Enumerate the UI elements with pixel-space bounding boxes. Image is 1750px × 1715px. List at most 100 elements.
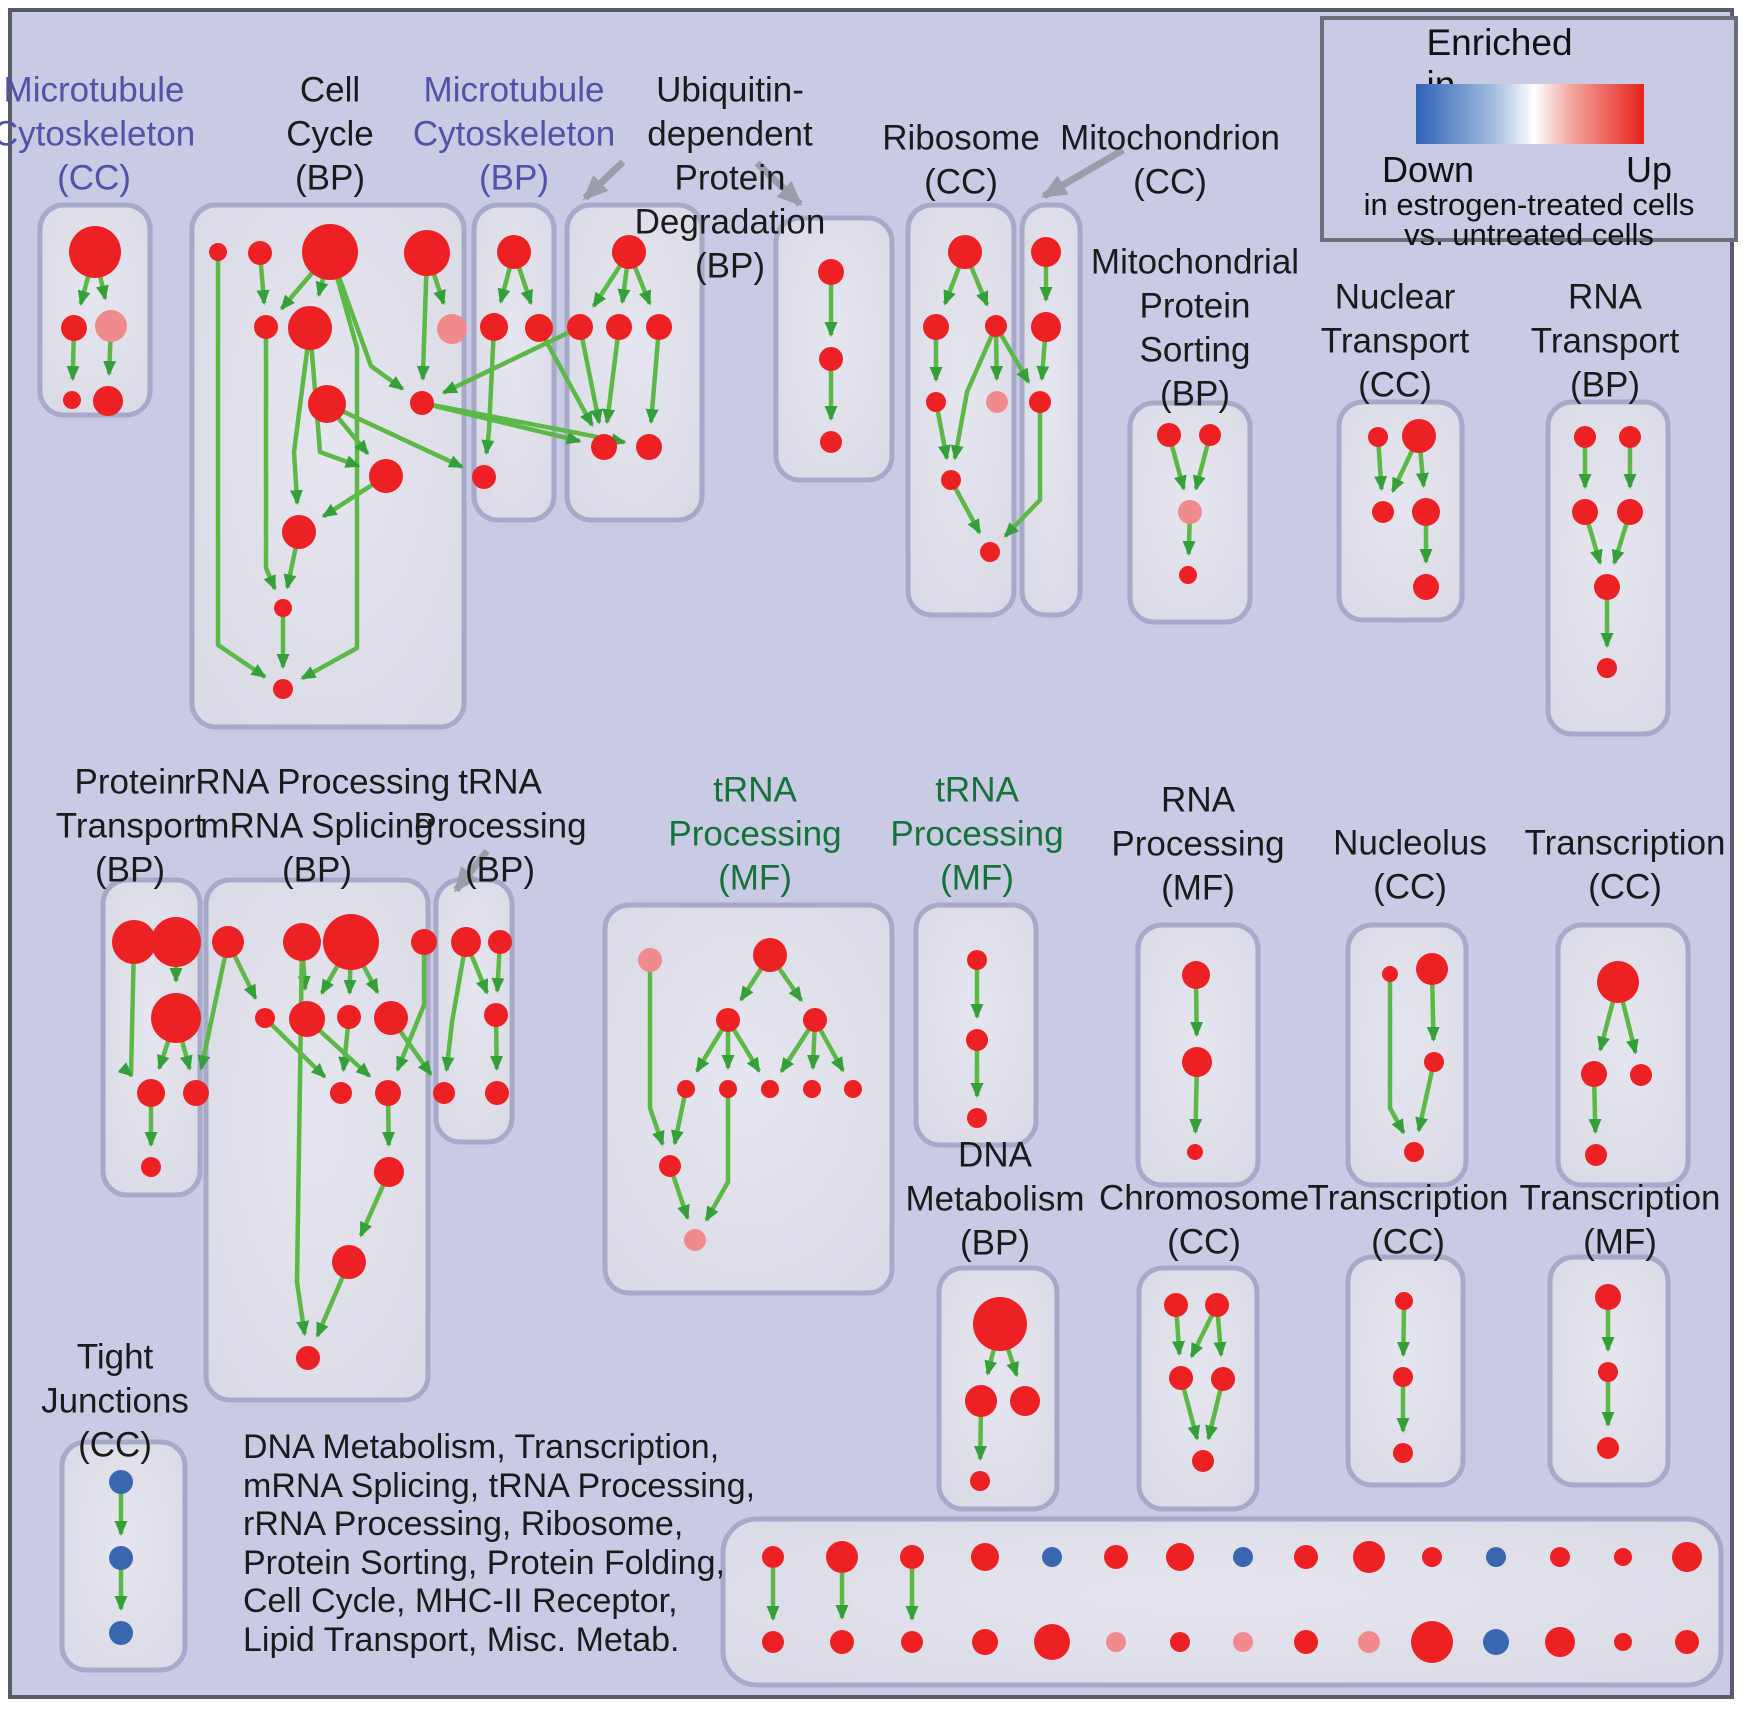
go-term-node-w3 [803, 1008, 827, 1032]
go-term-node-w9 [659, 1155, 681, 1177]
go-term-node-q12 [332, 1245, 366, 1279]
misc-node-top-10 [1353, 1541, 1385, 1573]
go-term-node-w5 [719, 1080, 737, 1098]
go-term-node-b0 [497, 235, 531, 269]
edge-arrow [310, 1022, 372, 1078]
go-term-node-x3 [1585, 1144, 1607, 1166]
cluster-label-mt_cc-line1: Microtubule [3, 70, 185, 110]
edge-arrow [670, 1092, 688, 1146]
edge-arrow [728, 1022, 762, 1073]
go-term-node-s1 [1416, 953, 1448, 985]
go-term-node-n3 [1412, 498, 1440, 526]
edge-arrow [669, 1169, 690, 1221]
go-term-node-ms0 [1157, 423, 1181, 447]
misc-node-top-2 [826, 1541, 858, 1573]
go-term-node-w0 [638, 948, 662, 972]
misc-node-top-12 [1486, 1547, 1506, 1567]
edge-arrow [491, 946, 505, 993]
misc-node-top-5 [1042, 1547, 1062, 1567]
cluster-label-cell_cycle-line3: (BP) [295, 158, 365, 198]
go-term-node-c11 [274, 599, 292, 617]
legend-context-line1: in estrogen-treated cells [1363, 187, 1695, 222]
go-term-node-u3 [646, 314, 672, 340]
misc-categories-text-line6: Lipid Transport, Misc. Metab. [243, 1620, 680, 1659]
go-term-node-h0 [1595, 1284, 1621, 1310]
misc-node-bottom-7 [1170, 1632, 1190, 1652]
go-term-node-c12 [273, 679, 293, 699]
edge-arrow [1415, 1065, 1436, 1133]
go-term-node-n0 [1368, 427, 1388, 447]
go-term-node-d3 [970, 1471, 990, 1491]
go-term-node-q5 [289, 1001, 325, 1037]
go-term-node-d2 [1010, 1386, 1040, 1416]
go-term-node-g1 [1393, 1367, 1413, 1387]
edge-arrow [382, 1098, 396, 1147]
cluster-label-tight_junctions-line1: Tight [76, 1337, 154, 1377]
edge-arrow [1192, 438, 1212, 491]
edge-arrow [1003, 406, 1043, 538]
cluster-label-chromosome-line1: Chromosome [1098, 1178, 1310, 1218]
legend-up-label: Up [1625, 149, 1672, 190]
edge-arrow [117, 950, 137, 1078]
cluster-label-rna_processing_mf-line1: RNA [1161, 780, 1235, 820]
go-term-node-n2 [1372, 501, 1394, 523]
go-term-node-u2 [606, 314, 632, 340]
legend-box: Enriched in... Down Up in estrogen-treat… [1320, 16, 1738, 252]
ubiquitin-left-pointer-icon [582, 159, 626, 201]
go-term-node-h1 [1598, 1362, 1618, 1382]
cluster-label-ribosome-line1: Ribosome [882, 118, 1040, 158]
misc-categories-text-line2: mRNA Splicing, tRNA Processing, [243, 1466, 756, 1505]
edge-arrow [950, 329, 997, 461]
go-term-node-w2 [716, 1008, 740, 1032]
legend-down-label: Down [1382, 149, 1475, 190]
cluster-label-tight_junctions-line3: (CC) [78, 1425, 152, 1465]
cluster-label-trna_mf_2-line1: tRNA [935, 770, 1019, 810]
misc-node-bottom-10 [1358, 1631, 1380, 1653]
edge-arrow [647, 964, 665, 1147]
go-term-node-c3 [404, 230, 450, 276]
cluster-box-dna_metabolism [936, 1265, 1060, 1512]
go-term-node-c8 [410, 391, 434, 415]
go-term-node-m2 [1029, 391, 1051, 413]
go-term-node-q11 [374, 1157, 404, 1187]
misc-node-bottom-8 [1233, 1632, 1253, 1652]
misc-node-bottom-9 [1294, 1630, 1318, 1654]
edge-arrow [263, 331, 277, 591]
go-term-node-p2 [151, 993, 201, 1043]
go-term-node-r3 [926, 392, 946, 412]
cluster-label-transcription_mf-line2: (MF) [1583, 1222, 1657, 1262]
go-term-node-r5 [941, 470, 961, 490]
cluster-box-nucleolus [1345, 922, 1469, 1188]
cluster-box-trna_mf_1 [602, 902, 895, 1296]
go-term-node-m0 [1031, 237, 1061, 267]
cluster-label-rna_transport-line1: RNA [1568, 277, 1642, 317]
misc-node-bottom-4 [972, 1629, 998, 1655]
edge-arrow [704, 1092, 731, 1222]
edge-arrow [934, 405, 951, 461]
cluster-label-mt_cc-line3: (CC) [57, 158, 131, 198]
edge-arrow [490, 1019, 504, 1071]
edge-arrow [1180, 1382, 1201, 1441]
go-term-node-q3 [411, 929, 437, 955]
cluster-label-nucleolus-line2: (CC) [1373, 867, 1447, 907]
cluster-label-ubiquitin_1-line2: dependent [647, 114, 813, 154]
go-term-node-p4 [183, 1080, 209, 1106]
cluster-label-nuclear_transport-line1: Nuclear [1334, 277, 1456, 317]
misc-categories-text-line3: rRNA Processing, Ribosome, [243, 1505, 684, 1543]
go-term-node-c0 [209, 243, 227, 261]
edge-arrow [197, 947, 229, 1071]
go-term-node-a4 [93, 386, 123, 416]
cluster-label-mt_bp-line3: (BP) [479, 158, 549, 198]
cluster-label-ubiquitin_1-line5: (BP) [695, 246, 765, 286]
go-term-node-ch0 [1164, 1293, 1188, 1317]
cluster-label-trna_mf_1-line1: tRNA [713, 770, 797, 810]
go-term-node-u0 [612, 235, 646, 269]
go-term-node-y0 [967, 950, 987, 970]
edge-arrow [1189, 1067, 1203, 1134]
cluster-label-trna_bp-line3: (BP) [465, 850, 535, 890]
go-term-node-ch3 [1211, 1367, 1235, 1391]
edge-arrow [332, 405, 465, 469]
edge-arrow [1168, 439, 1187, 491]
edge-arrow [266, 1019, 327, 1079]
go-term-node-j0 [109, 1470, 133, 1494]
